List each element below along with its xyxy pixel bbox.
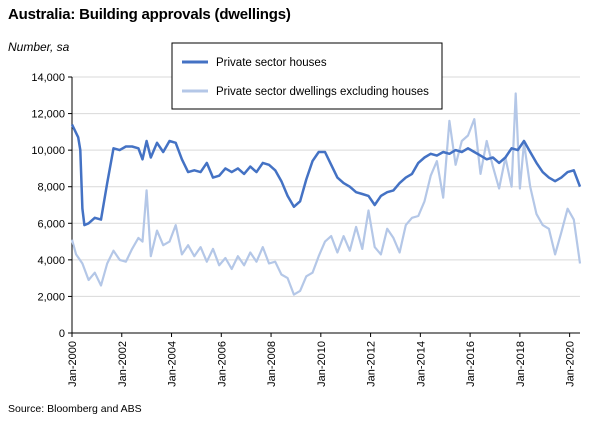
series-line-1: [70, 92, 582, 296]
y-tick-label: 14,000: [31, 72, 65, 84]
x-tick-label: Jan-2006: [216, 341, 228, 387]
x-tick-label: Jan-2004: [167, 341, 179, 387]
y-tick-label: 10,000: [31, 145, 65, 157]
x-tick-label: Jan-2020: [565, 341, 577, 387]
y-tick-label: 6,000: [37, 218, 65, 230]
y-tick-label: 2,000: [37, 291, 65, 303]
y-tick-label: 0: [59, 328, 65, 340]
source-note: Source: Bloomberg and ABS: [8, 403, 142, 415]
y-tick-label: 12,000: [31, 109, 65, 121]
series-line-0: [70, 123, 582, 227]
legend-label-1: Private sector dwellings excluding house…: [216, 86, 429, 98]
legend-label-0: Private sector houses: [216, 57, 327, 69]
x-tick-label: Jan-2008: [266, 341, 278, 387]
legend-box: [171, 42, 443, 110]
gridlines: [72, 76, 580, 297]
x-tick-label: Jan-2012: [366, 341, 378, 387]
y-axis-unit-label: Number, sa: [8, 40, 70, 54]
x-tick-label: Jan-2018: [515, 341, 527, 387]
x-tick-label: Jan-2002: [117, 341, 129, 387]
legend: Private sector houses Private sector dwel…: [171, 42, 443, 110]
x-tick-label: Jan-2000: [67, 341, 79, 387]
x-tick-label: Jan-2010: [316, 341, 328, 387]
x-tick-label: Jan-2016: [465, 341, 477, 387]
chart-title: Australia: Building approvals (dwellings…: [8, 6, 291, 23]
axes: 0 2,000 4,000 6,000 8,000 10,000 12,000 14,000 J…: [31, 72, 580, 387]
x-tick-label: Jan-2014: [415, 341, 427, 387]
series-lines: [70, 92, 582, 296]
y-tick-label: 8,000: [37, 182, 65, 194]
y-tick-label: 4,000: [37, 255, 65, 267]
